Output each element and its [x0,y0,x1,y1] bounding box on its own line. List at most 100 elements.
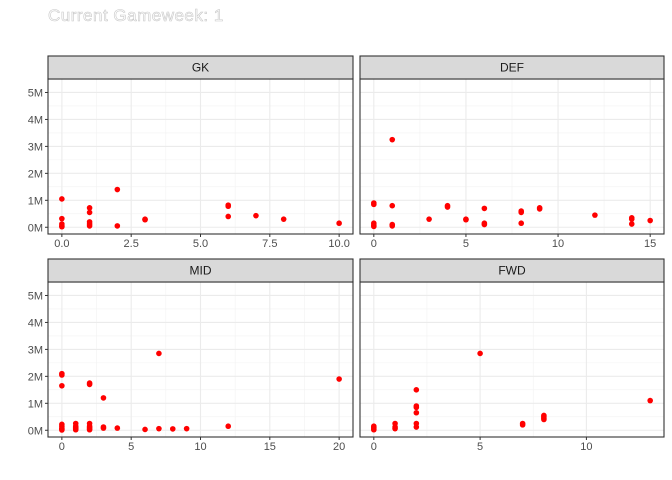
x-tick-label: 5.0 [193,238,208,250]
data-point [142,426,148,433]
data-point [86,381,93,388]
x-tick-label: 10.0 [328,238,349,250]
data-point [518,209,525,216]
data-point [371,201,377,208]
x-tick-label: 5 [477,441,483,453]
data-point [481,205,488,212]
data-point [156,350,162,357]
x-tick-label: 10 [552,238,564,250]
data-point [86,426,93,433]
x-tick-label: 15 [264,441,276,453]
data-point [518,220,525,227]
data-point [156,425,162,432]
data-point [100,395,107,401]
chart-title: Current Gameweek: 1 [48,6,224,26]
data-point [647,397,653,404]
data-point [72,426,79,433]
data-point [86,209,93,216]
data-point [413,387,420,393]
data-point [426,216,432,222]
x-tick-label: 0 [371,441,377,453]
data-point [169,426,176,432]
facet-strip-label: GK [192,61,209,75]
x-tick-label: 10 [194,441,206,453]
x-tick-label: 20 [333,441,345,453]
data-point [142,216,148,223]
y-tick-label: 3M [28,141,43,153]
x-tick-label: 5 [128,441,134,453]
y-tick-label: 4M [28,317,43,329]
data-point [413,409,420,416]
facet-strip [47,55,354,80]
data-point [389,223,396,229]
data-point [413,404,420,411]
x-tick-label: 15 [644,238,656,250]
panel-fwd: FWD 0 5 10 [359,258,665,453]
facet-strip [359,55,665,80]
data-point [592,212,598,218]
data-point [444,204,451,210]
data-point [114,425,121,431]
data-point [86,223,93,229]
data-point [536,206,543,212]
x-tick-label: 7.5 [262,238,277,250]
y-tick-label: 5M [28,290,43,302]
x-tick-label: 0 [371,238,377,250]
data-point [628,216,635,222]
data-point [647,217,653,224]
y-tick-label: 3M [28,344,43,356]
data-point [336,220,342,227]
facet-strip-label: MID [190,264,212,278]
data-point [59,223,65,230]
data-point [628,221,635,227]
data-point [336,376,342,382]
data-point [463,216,469,223]
data-point [371,223,377,230]
data-point [253,212,259,219]
y-tick-label: 1M [28,398,43,410]
data-point [225,423,232,430]
data-point [413,424,420,430]
data-point [481,221,488,228]
panel-background [360,282,664,437]
panel-mid: MID 0 5 10 15 20 0M 1M 2M 3M 4M 5M [28,258,354,453]
x-tick-label: 0.0 [54,238,69,250]
data-point [392,425,398,432]
data-point [114,186,121,193]
x-tick-label: 0 [59,441,65,453]
facet-strip [359,258,665,283]
data-point [541,416,547,423]
panel-gk: GK 0.0 2.5 5.0 7.5 10.0 0M 1M 2M 3M 4M 5M [28,55,354,250]
data-point [86,205,93,211]
x-tick-label: 5 [463,238,469,250]
data-point [59,196,65,202]
data-point [477,350,483,357]
y-tick-label: 0M [28,222,43,234]
facet-strip-label: DEF [500,61,524,75]
data-point [225,213,232,220]
data-point [389,136,396,143]
data-point [59,382,65,389]
facet-strip-label: FWD [498,264,526,278]
y-tick-label: 5M [28,87,43,99]
data-point [225,203,232,210]
y-tick-label: 4M [28,114,43,126]
y-tick-label: 1M [28,195,43,207]
data-point [389,202,396,209]
data-point [183,425,190,432]
data-point [59,215,65,222]
data-point [114,223,121,229]
data-point [59,372,65,378]
x-tick-label: 2.5 [124,238,139,250]
panel-def: DEF 0 5 10 15 [359,55,665,250]
facet-strip [47,258,354,283]
data-point [100,425,107,431]
data-point [519,422,526,428]
y-tick-label: 0M [28,425,43,437]
data-point [371,426,377,433]
data-point [59,427,65,433]
x-tick-label: 10 [580,441,592,453]
y-tick-label: 2M [28,371,43,383]
